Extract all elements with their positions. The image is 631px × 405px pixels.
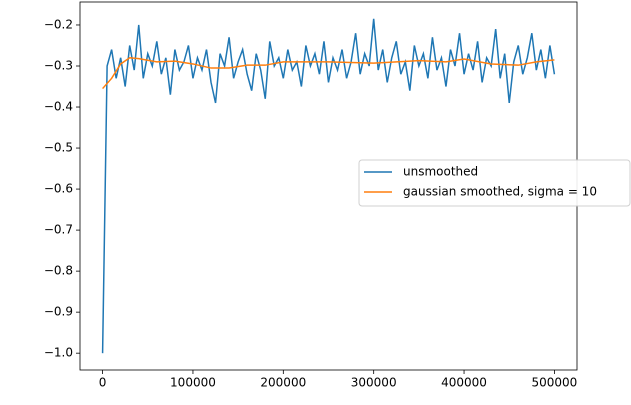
x-tick-label: 100000 bbox=[170, 376, 216, 390]
y-tick-label: −0.2 bbox=[44, 17, 73, 31]
y-tick-label: −1.0 bbox=[44, 346, 73, 360]
y-tick-label: −0.5 bbox=[44, 141, 73, 155]
legend-label: unsmoothed bbox=[403, 165, 478, 179]
y-tick-label: −0.8 bbox=[44, 264, 73, 278]
series-line bbox=[101, 18, 556, 354]
y-tick-label: −0.6 bbox=[44, 182, 73, 196]
y-tick-label: −0.9 bbox=[44, 305, 73, 319]
series-line bbox=[102, 57, 555, 90]
legend-label: gaussian smoothed, sigma = 10 bbox=[403, 185, 597, 199]
x-tick-label: 200000 bbox=[260, 376, 306, 390]
x-tick-label: 400000 bbox=[441, 376, 487, 390]
y-tick-label: −0.3 bbox=[44, 59, 73, 73]
y-tick-label: −0.7 bbox=[44, 223, 73, 237]
x-tick-label: 500000 bbox=[532, 376, 578, 390]
legend-box bbox=[358, 159, 631, 207]
y-tick-label: −0.4 bbox=[44, 100, 73, 114]
x-tick-label: 300000 bbox=[351, 376, 397, 390]
x-tick-label: 0 bbox=[99, 376, 107, 390]
